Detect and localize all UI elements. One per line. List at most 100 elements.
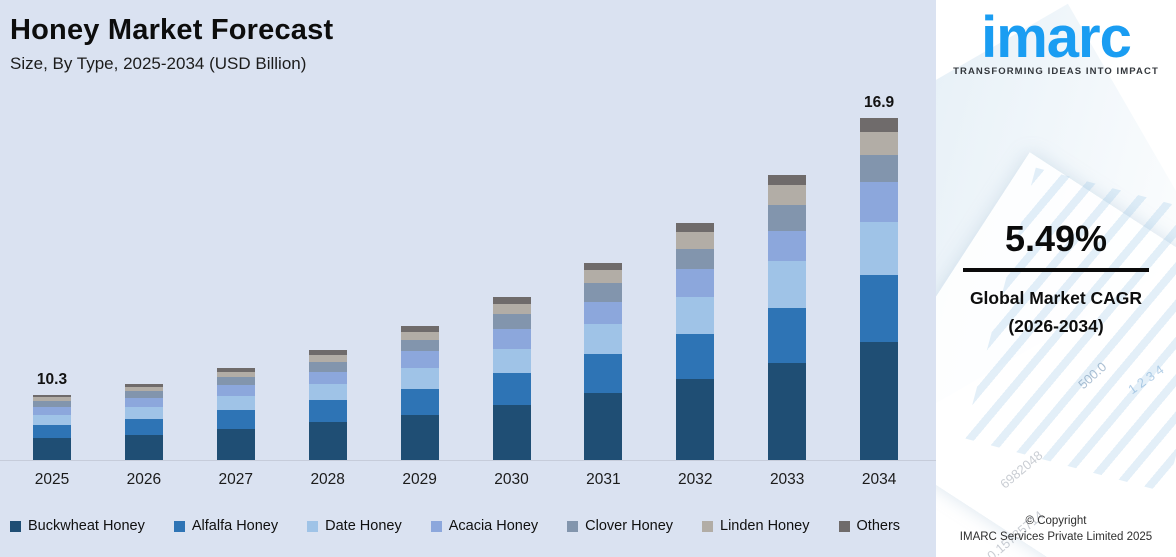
bar-segment-date-honey xyxy=(860,222,899,275)
bar-segment-buckwheat-honey xyxy=(124,435,163,460)
bar-segment-buckwheat-honey xyxy=(860,342,899,460)
bar-segment-others xyxy=(400,326,439,332)
x-axis-label-2032: 2032 xyxy=(678,471,713,488)
legend-label: Buckwheat Honey xyxy=(28,518,145,534)
imarc-tagline: TRANSFORMING IDEAS INTO IMPACT xyxy=(953,66,1159,77)
bar-segment-alfalfa-honey xyxy=(768,308,807,363)
cagr-divider xyxy=(963,268,1149,272)
bar-segment-clover-honey xyxy=(768,204,807,231)
bar-segment-clover-honey xyxy=(33,401,71,407)
bar-2031 xyxy=(584,263,623,460)
bar-segment-acacia-honey xyxy=(768,231,807,261)
bar-segment-alfalfa-honey xyxy=(584,354,623,393)
chart-section: Honey Market Forecast Size, By Type, 202… xyxy=(0,0,936,557)
chart-subtitle: Size, By Type, 2025-2034 (USD Billion) xyxy=(10,54,307,73)
bar-segment-clover-honey xyxy=(400,339,439,351)
bar-segment-linden-honey xyxy=(33,397,71,401)
bar-segment-clover-honey xyxy=(676,248,715,269)
legend-swatch-icon xyxy=(173,520,185,532)
x-axis-label-2034: 2034 xyxy=(861,471,897,488)
bar-segment-alfalfa-honey xyxy=(308,400,347,422)
legend-item-clover-honey: Clover Honey xyxy=(567,518,673,534)
bar-segment-buckwheat-honey xyxy=(308,422,347,460)
bar-segment-buckwheat-honey xyxy=(584,393,623,460)
bar-segment-clover-honey xyxy=(216,377,255,385)
bar-segment-date-honey xyxy=(400,367,439,389)
bar-total-label-2025: 10.3 xyxy=(36,370,68,388)
bar-segment-buckwheat-honey xyxy=(400,415,439,460)
bar-segment-clover-honey xyxy=(124,391,163,398)
legend-swatch-icon xyxy=(10,520,21,532)
legend: Buckwheat Honey Alfalfa Honey Date Honey Ac… xyxy=(10,518,925,534)
cagr-label-line1: Global Market CAGR xyxy=(969,288,1143,308)
chart-title: Honey Market Forecast xyxy=(10,14,334,46)
bar-2030 xyxy=(492,297,531,460)
bar-2029 xyxy=(400,326,439,460)
legend-label: Linden Honey xyxy=(720,518,810,534)
bar-segment-date-honey xyxy=(584,324,623,354)
bar-segment-date-honey xyxy=(124,407,163,419)
bar-segment-buckwheat-honey xyxy=(216,429,255,460)
x-axis-label-2031: 2031 xyxy=(586,471,621,488)
x-axis-label-2026: 2026 xyxy=(126,471,162,488)
x-axis-label-2033: 2033 xyxy=(769,471,805,488)
bar-segment-acacia-honey xyxy=(492,329,531,349)
bar-2025 xyxy=(33,394,71,460)
legend-label: Clover Honey xyxy=(585,518,674,534)
bar-total-label-2034: 16.9 xyxy=(864,93,895,111)
bar-segment-date-honey xyxy=(676,297,715,334)
x-axis-label-2025: 2025 xyxy=(34,471,70,488)
legend-item-buckwheat-honey: Buckwheat Honey xyxy=(10,518,145,534)
bar-segment-linden-honey xyxy=(400,331,439,340)
bar-segment-clover-honey xyxy=(492,314,531,329)
legend-swatch-icon xyxy=(307,520,319,532)
bar-segment-buckwheat-honey xyxy=(33,438,71,460)
bar-2026 xyxy=(124,383,163,460)
bar-segment-date-honey xyxy=(33,415,71,425)
bar-segment-acacia-honey xyxy=(216,385,255,396)
bar-segment-buckwheat-honey xyxy=(768,363,807,460)
bar-segment-clover-honey xyxy=(308,361,347,372)
legend-label: Alfalfa Honey xyxy=(191,518,279,534)
bar-segment-alfalfa-honey xyxy=(676,334,715,379)
bar-2027 xyxy=(216,368,255,460)
x-axis-label-2027: 2027 xyxy=(218,471,254,488)
chart-header: Honey Market Forecast Size, By Type, 202… xyxy=(10,14,333,74)
bar-segment-acacia-honey xyxy=(308,371,347,384)
bar-segment-others xyxy=(860,117,899,132)
legend-item-linden-honey: Linden Honey xyxy=(702,518,810,534)
x-axis-line xyxy=(0,460,936,461)
legend-swatch-icon xyxy=(567,520,579,532)
bar-segment-others xyxy=(33,394,71,397)
copyright-line2: IMARC Services Private Limited 2025 xyxy=(959,531,1153,543)
imarc-logo: imarc TRANSFORMING IDEAS INTO IMPACT xyxy=(936,5,1176,78)
bar-2032 xyxy=(676,222,715,460)
copyright-line1: © Copyright xyxy=(1025,515,1087,527)
side-panel: 500.0 1 2 3 4 6982048 0.15785714 imarc T… xyxy=(936,0,1176,557)
plot-area: 2025 10.3 2026 2027 2028 2029 2030 2031 2032 2033… xyxy=(0,93,936,488)
legend-swatch-icon xyxy=(430,520,442,532)
bar-segment-acacia-honey xyxy=(676,268,715,297)
bar-segment-alfalfa-honey xyxy=(33,425,71,438)
cagr-value: 5.49% xyxy=(1004,218,1108,259)
cagr-block: 5.49% Global Market CAGR (2026-2034) xyxy=(936,218,1176,340)
legend-swatch-icon xyxy=(702,520,714,532)
bar-segment-others xyxy=(584,263,623,270)
bar-segment-others xyxy=(308,350,347,355)
bar-segment-linden-honey xyxy=(584,270,623,283)
bar-segment-alfalfa-honey xyxy=(124,419,163,435)
bar-segment-others xyxy=(676,222,715,232)
bar-segment-linden-honey xyxy=(676,232,715,249)
bar-segment-date-honey xyxy=(492,349,531,373)
legend-label: Acacia Honey xyxy=(448,518,539,534)
bar-segment-linden-honey xyxy=(308,354,347,362)
bar-segment-others xyxy=(124,383,163,387)
bar-segment-alfalfa-honey xyxy=(216,410,255,429)
imarc-wordmark: imarc xyxy=(981,5,1132,70)
bar-segment-linden-honey xyxy=(860,131,899,155)
bar-segment-others xyxy=(216,368,255,372)
legend-label: Date Honey xyxy=(325,518,402,534)
bar-segment-alfalfa-honey xyxy=(492,373,531,405)
bar-segment-linden-honey xyxy=(124,386,163,391)
